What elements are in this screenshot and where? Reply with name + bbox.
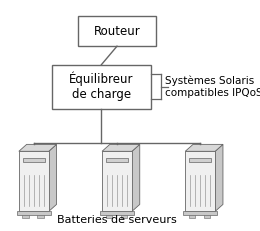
- Text: Routeur: Routeur: [94, 25, 140, 38]
- Polygon shape: [185, 144, 223, 151]
- Polygon shape: [102, 144, 140, 151]
- Polygon shape: [19, 144, 57, 151]
- Bar: [121, 215, 127, 218]
- Bar: [17, 211, 51, 215]
- Bar: [102, 151, 132, 211]
- Polygon shape: [132, 144, 140, 211]
- Bar: [106, 158, 128, 162]
- Bar: [78, 16, 156, 46]
- Polygon shape: [49, 144, 57, 211]
- Bar: [183, 211, 217, 215]
- Bar: [204, 215, 210, 218]
- Bar: [190, 158, 211, 162]
- Bar: [189, 215, 196, 218]
- Text: Systèmes Solaris
compatibles IPQoS: Systèmes Solaris compatibles IPQoS: [165, 76, 260, 98]
- Text: Équilibreur
de charge: Équilibreur de charge: [69, 72, 134, 101]
- Bar: [37, 215, 44, 218]
- Bar: [23, 158, 44, 162]
- Text: Batteries de serveurs: Batteries de serveurs: [57, 215, 177, 225]
- Bar: [19, 151, 49, 211]
- Polygon shape: [215, 144, 223, 211]
- Bar: [185, 151, 215, 211]
- Bar: [52, 65, 151, 109]
- Bar: [22, 215, 29, 218]
- Bar: [106, 215, 112, 218]
- Bar: [100, 211, 134, 215]
